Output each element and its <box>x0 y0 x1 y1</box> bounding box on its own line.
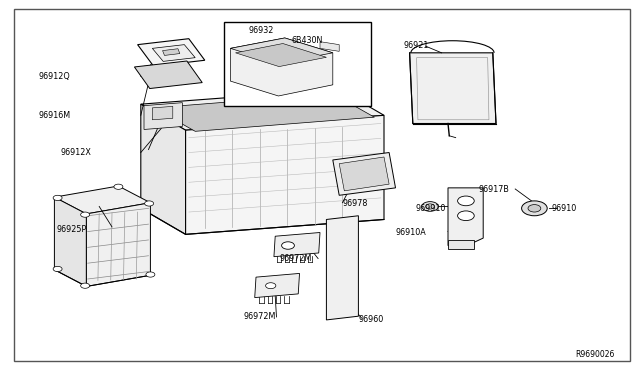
Circle shape <box>282 242 294 249</box>
Polygon shape <box>154 94 374 131</box>
Circle shape <box>458 196 474 206</box>
Polygon shape <box>339 157 389 191</box>
Circle shape <box>522 201 547 216</box>
Polygon shape <box>230 38 333 63</box>
Polygon shape <box>54 197 86 286</box>
Bar <box>224 22 371 106</box>
Polygon shape <box>186 115 384 234</box>
Polygon shape <box>152 106 173 120</box>
Text: 96912Q: 96912Q <box>38 72 70 81</box>
Text: 96932: 96932 <box>248 26 274 35</box>
Circle shape <box>81 283 90 288</box>
Polygon shape <box>448 188 483 246</box>
Polygon shape <box>410 53 496 124</box>
Circle shape <box>114 184 123 189</box>
Polygon shape <box>163 49 180 55</box>
Text: 6B430N: 6B430N <box>291 36 323 45</box>
Polygon shape <box>144 103 182 129</box>
Circle shape <box>53 195 62 201</box>
Polygon shape <box>255 273 300 298</box>
Polygon shape <box>54 186 150 214</box>
Text: 96910: 96910 <box>552 204 577 213</box>
Circle shape <box>145 201 154 206</box>
Circle shape <box>458 211 474 221</box>
Circle shape <box>81 212 90 217</box>
Text: R9690026: R9690026 <box>575 350 614 359</box>
Text: 96925P: 96925P <box>56 225 86 234</box>
Polygon shape <box>86 203 150 286</box>
Circle shape <box>146 272 155 277</box>
Text: 96972M: 96972M <box>243 312 276 321</box>
Text: 96910A: 96910A <box>396 228 426 237</box>
Text: 96921: 96921 <box>403 41 429 50</box>
Circle shape <box>528 205 541 212</box>
Text: 96960: 96960 <box>358 315 383 324</box>
Circle shape <box>426 204 435 209</box>
Polygon shape <box>141 89 384 130</box>
Polygon shape <box>448 240 474 249</box>
Circle shape <box>266 283 276 289</box>
Polygon shape <box>230 38 333 96</box>
Circle shape <box>53 266 62 272</box>
Text: 969910: 969910 <box>416 204 446 213</box>
Circle shape <box>422 202 438 211</box>
Polygon shape <box>138 39 205 66</box>
Polygon shape <box>320 42 339 51</box>
Text: 96978: 96978 <box>342 199 368 208</box>
Text: 96916M: 96916M <box>38 111 70 120</box>
Text: 96972M: 96972M <box>280 254 312 263</box>
Polygon shape <box>236 44 326 67</box>
Polygon shape <box>326 216 358 320</box>
Polygon shape <box>141 104 186 234</box>
Polygon shape <box>274 232 320 257</box>
Polygon shape <box>333 153 396 195</box>
Polygon shape <box>134 61 202 89</box>
Polygon shape <box>152 45 195 61</box>
Text: 96917B: 96917B <box>479 185 509 194</box>
Text: 96912X: 96912X <box>61 148 92 157</box>
